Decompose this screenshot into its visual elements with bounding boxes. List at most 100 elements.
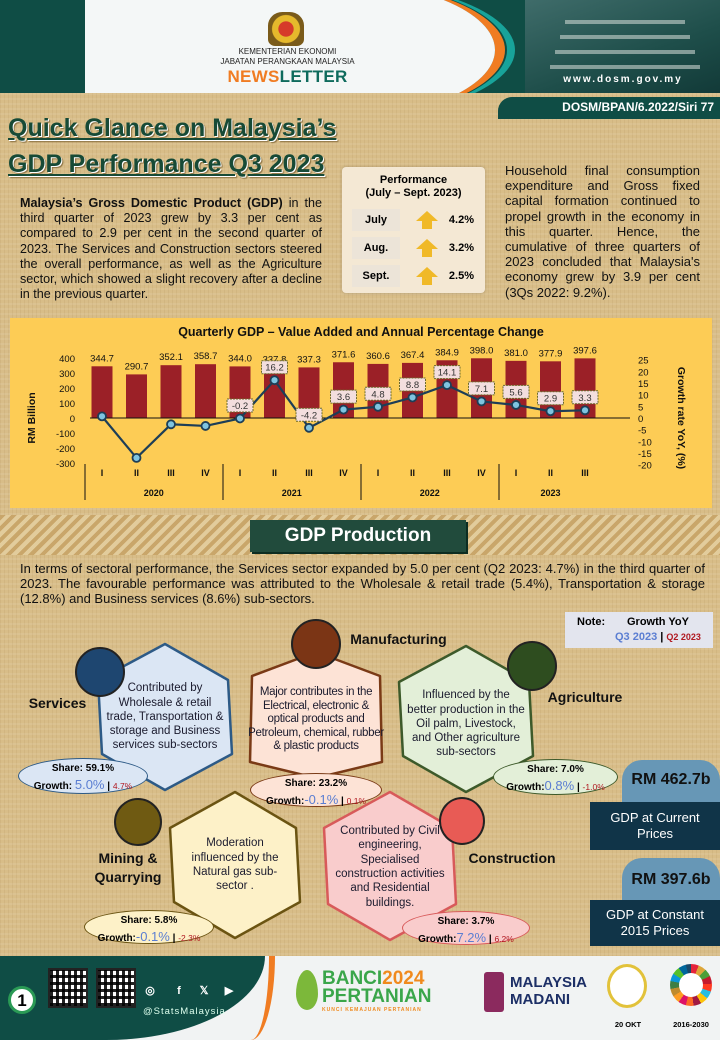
bar-value-label: 384.9 xyxy=(435,347,459,358)
bar-value-label: 381.0 xyxy=(504,348,528,359)
growth-value-label: 8.8 xyxy=(406,380,419,391)
chart-title: Quarterly GDP – Value Added and Annual P… xyxy=(178,325,544,339)
growth-value-label: -0.2 xyxy=(232,401,248,412)
bar-value-label: 397.6 xyxy=(573,345,597,356)
quarter-label: IV xyxy=(339,468,348,478)
y2-tick-label: -5 xyxy=(638,426,646,437)
performance-row-july: July 4.2% xyxy=(352,209,478,233)
facebook-icon[interactable]: f xyxy=(177,985,181,997)
quarter-label: II xyxy=(272,468,277,478)
bar-value-label: 398.0 xyxy=(470,345,494,356)
bar-value-label: 337.3 xyxy=(297,354,321,365)
x-icon[interactable]: 𝕏 xyxy=(199,985,209,997)
growth-value-label: 3.6 xyxy=(337,392,350,403)
building-photo xyxy=(525,0,720,93)
construction-share: Share: 3.7% Growth:7.2% | 6.2% xyxy=(402,911,530,945)
performance-row-aug: Aug. 3.2% xyxy=(352,237,478,261)
y2-tick-label: 10 xyxy=(638,391,649,402)
gdp-bar xyxy=(126,374,147,418)
page-number: 1 xyxy=(8,986,36,1014)
header-banner: KEMENTERIAN EKONOMI JABATAN PERANGKAAN M… xyxy=(0,0,720,93)
performance-row-sept: Sept. 2.5% xyxy=(352,265,478,289)
summary-paragraph: Household final consumption expenditure … xyxy=(505,163,700,300)
growth-point xyxy=(235,413,245,424)
footer: 1 ◎ f 𝕏 ▶ @StatsMalaysia BANCI2024 PERTA… xyxy=(0,956,720,1040)
y2-tick-label: 15 xyxy=(638,379,649,390)
quarter-label: I xyxy=(377,468,380,478)
bar-value-label: 377.9 xyxy=(539,348,563,359)
series-code: DOSM/BPAN/6.2022/Siri 77 xyxy=(498,97,720,119)
y2-axis-label: Growth rate YoY, (%) xyxy=(675,367,687,469)
y2-tick-label: -10 xyxy=(638,437,652,448)
growth-point xyxy=(545,406,556,417)
y-tick-label: 200 xyxy=(59,384,75,395)
up-arrow-icon xyxy=(416,211,438,229)
statistics-day-date: 20 OKT xyxy=(614,1020,642,1029)
growth-label-box xyxy=(261,360,288,375)
growth-point xyxy=(442,380,452,390)
y2-tick-label: 20 xyxy=(638,367,649,378)
growth-point xyxy=(200,421,211,431)
gdp-bar xyxy=(91,366,113,418)
growth-value-label: 16.2 xyxy=(265,363,284,374)
growth-label-box xyxy=(330,389,357,404)
bar-value-label: 344.0 xyxy=(228,353,252,364)
y-tick-label: -100 xyxy=(56,429,75,440)
up-arrow-icon xyxy=(416,267,438,285)
chart-svg: Quarterly GDP – Value Added and Annual P… xyxy=(26,325,687,500)
banci-logo-icon xyxy=(296,970,318,1010)
growth-label-box xyxy=(364,386,392,401)
social-handle[interactable]: @StatsMalaysia xyxy=(143,1006,226,1017)
bar-value-label: 367.4 xyxy=(401,350,425,361)
growth-point xyxy=(304,422,314,433)
youtube-icon[interactable]: ▶ xyxy=(224,985,234,997)
up-arrow-icon xyxy=(416,239,438,257)
growth-value-label: 2.9 xyxy=(544,394,557,405)
growth-point xyxy=(373,401,383,412)
quarter-label: II xyxy=(410,468,415,478)
factory-icon xyxy=(291,619,341,669)
growth-label-box xyxy=(433,365,461,380)
growth-value-label: 5.6 xyxy=(509,387,522,398)
bar-value-label: 352.1 xyxy=(159,352,183,363)
growth-point xyxy=(166,419,176,430)
qr-code[interactable] xyxy=(48,968,88,1008)
growth-point xyxy=(580,405,590,416)
growth-value-label: -4.2 xyxy=(301,410,317,421)
qr-code[interactable] xyxy=(96,968,136,1008)
gdp-current-value: RM 462.7b xyxy=(622,760,720,802)
bar-value-label: 344.7 xyxy=(90,353,114,364)
instagram-icon[interactable]: ◎ xyxy=(145,985,155,997)
quarter-label: I xyxy=(239,468,242,478)
ministry-name: KEMENTERIAN EKONOMI xyxy=(238,47,337,56)
note-legend: Note: Growth YoY Q3 2023 | Q2 2023 xyxy=(565,612,713,648)
website-link[interactable]: www.dosm.gov.my xyxy=(563,74,683,85)
gdp-constant-value: RM 397.6b xyxy=(622,858,720,900)
growth-label-box xyxy=(502,384,530,399)
y2-tick-label: 0 xyxy=(638,414,643,425)
construction-label: Construction xyxy=(468,850,556,866)
quarter-label: III xyxy=(167,468,175,478)
quarter-label: II xyxy=(548,468,553,478)
growth-label-box xyxy=(468,381,495,396)
y-tick-label: 300 xyxy=(59,369,75,380)
mining-hexagon: Moderation influenced by the Natural gas… xyxy=(168,790,302,940)
y2-tick-label: 5 xyxy=(638,402,643,413)
quarterly-gdp-chart: Quarterly GDP – Value Added and Annual P… xyxy=(10,318,712,508)
performance-box: Performance (July – Sept. 2023) July 4.2% … xyxy=(342,167,485,293)
gdp-current-label: GDP at Current Prices xyxy=(590,802,720,850)
y2-tick-label: -15 xyxy=(638,449,652,460)
year-label: 2021 xyxy=(282,488,302,498)
banci-pertanian-logo: BANCI2024 PERTANIAN KUNCI KEMAJUAN PERTA… xyxy=(322,968,432,1013)
services-label: Services xyxy=(28,695,87,711)
gdp-bar xyxy=(264,367,285,418)
growth-value-label: 14.1 xyxy=(438,368,457,379)
crane-icon xyxy=(439,797,485,845)
y-tick-label: 0 xyxy=(70,414,75,425)
manufacturing-label: Manufacturing xyxy=(350,631,447,647)
production-paragraph: In terms of sectoral performance, the Se… xyxy=(20,561,705,607)
bar-value-label: 337.8 xyxy=(263,354,287,365)
quarter-label: II xyxy=(134,468,139,478)
statistics-day-logo xyxy=(607,964,647,1008)
growth-value-label: 3.3 xyxy=(578,393,591,404)
